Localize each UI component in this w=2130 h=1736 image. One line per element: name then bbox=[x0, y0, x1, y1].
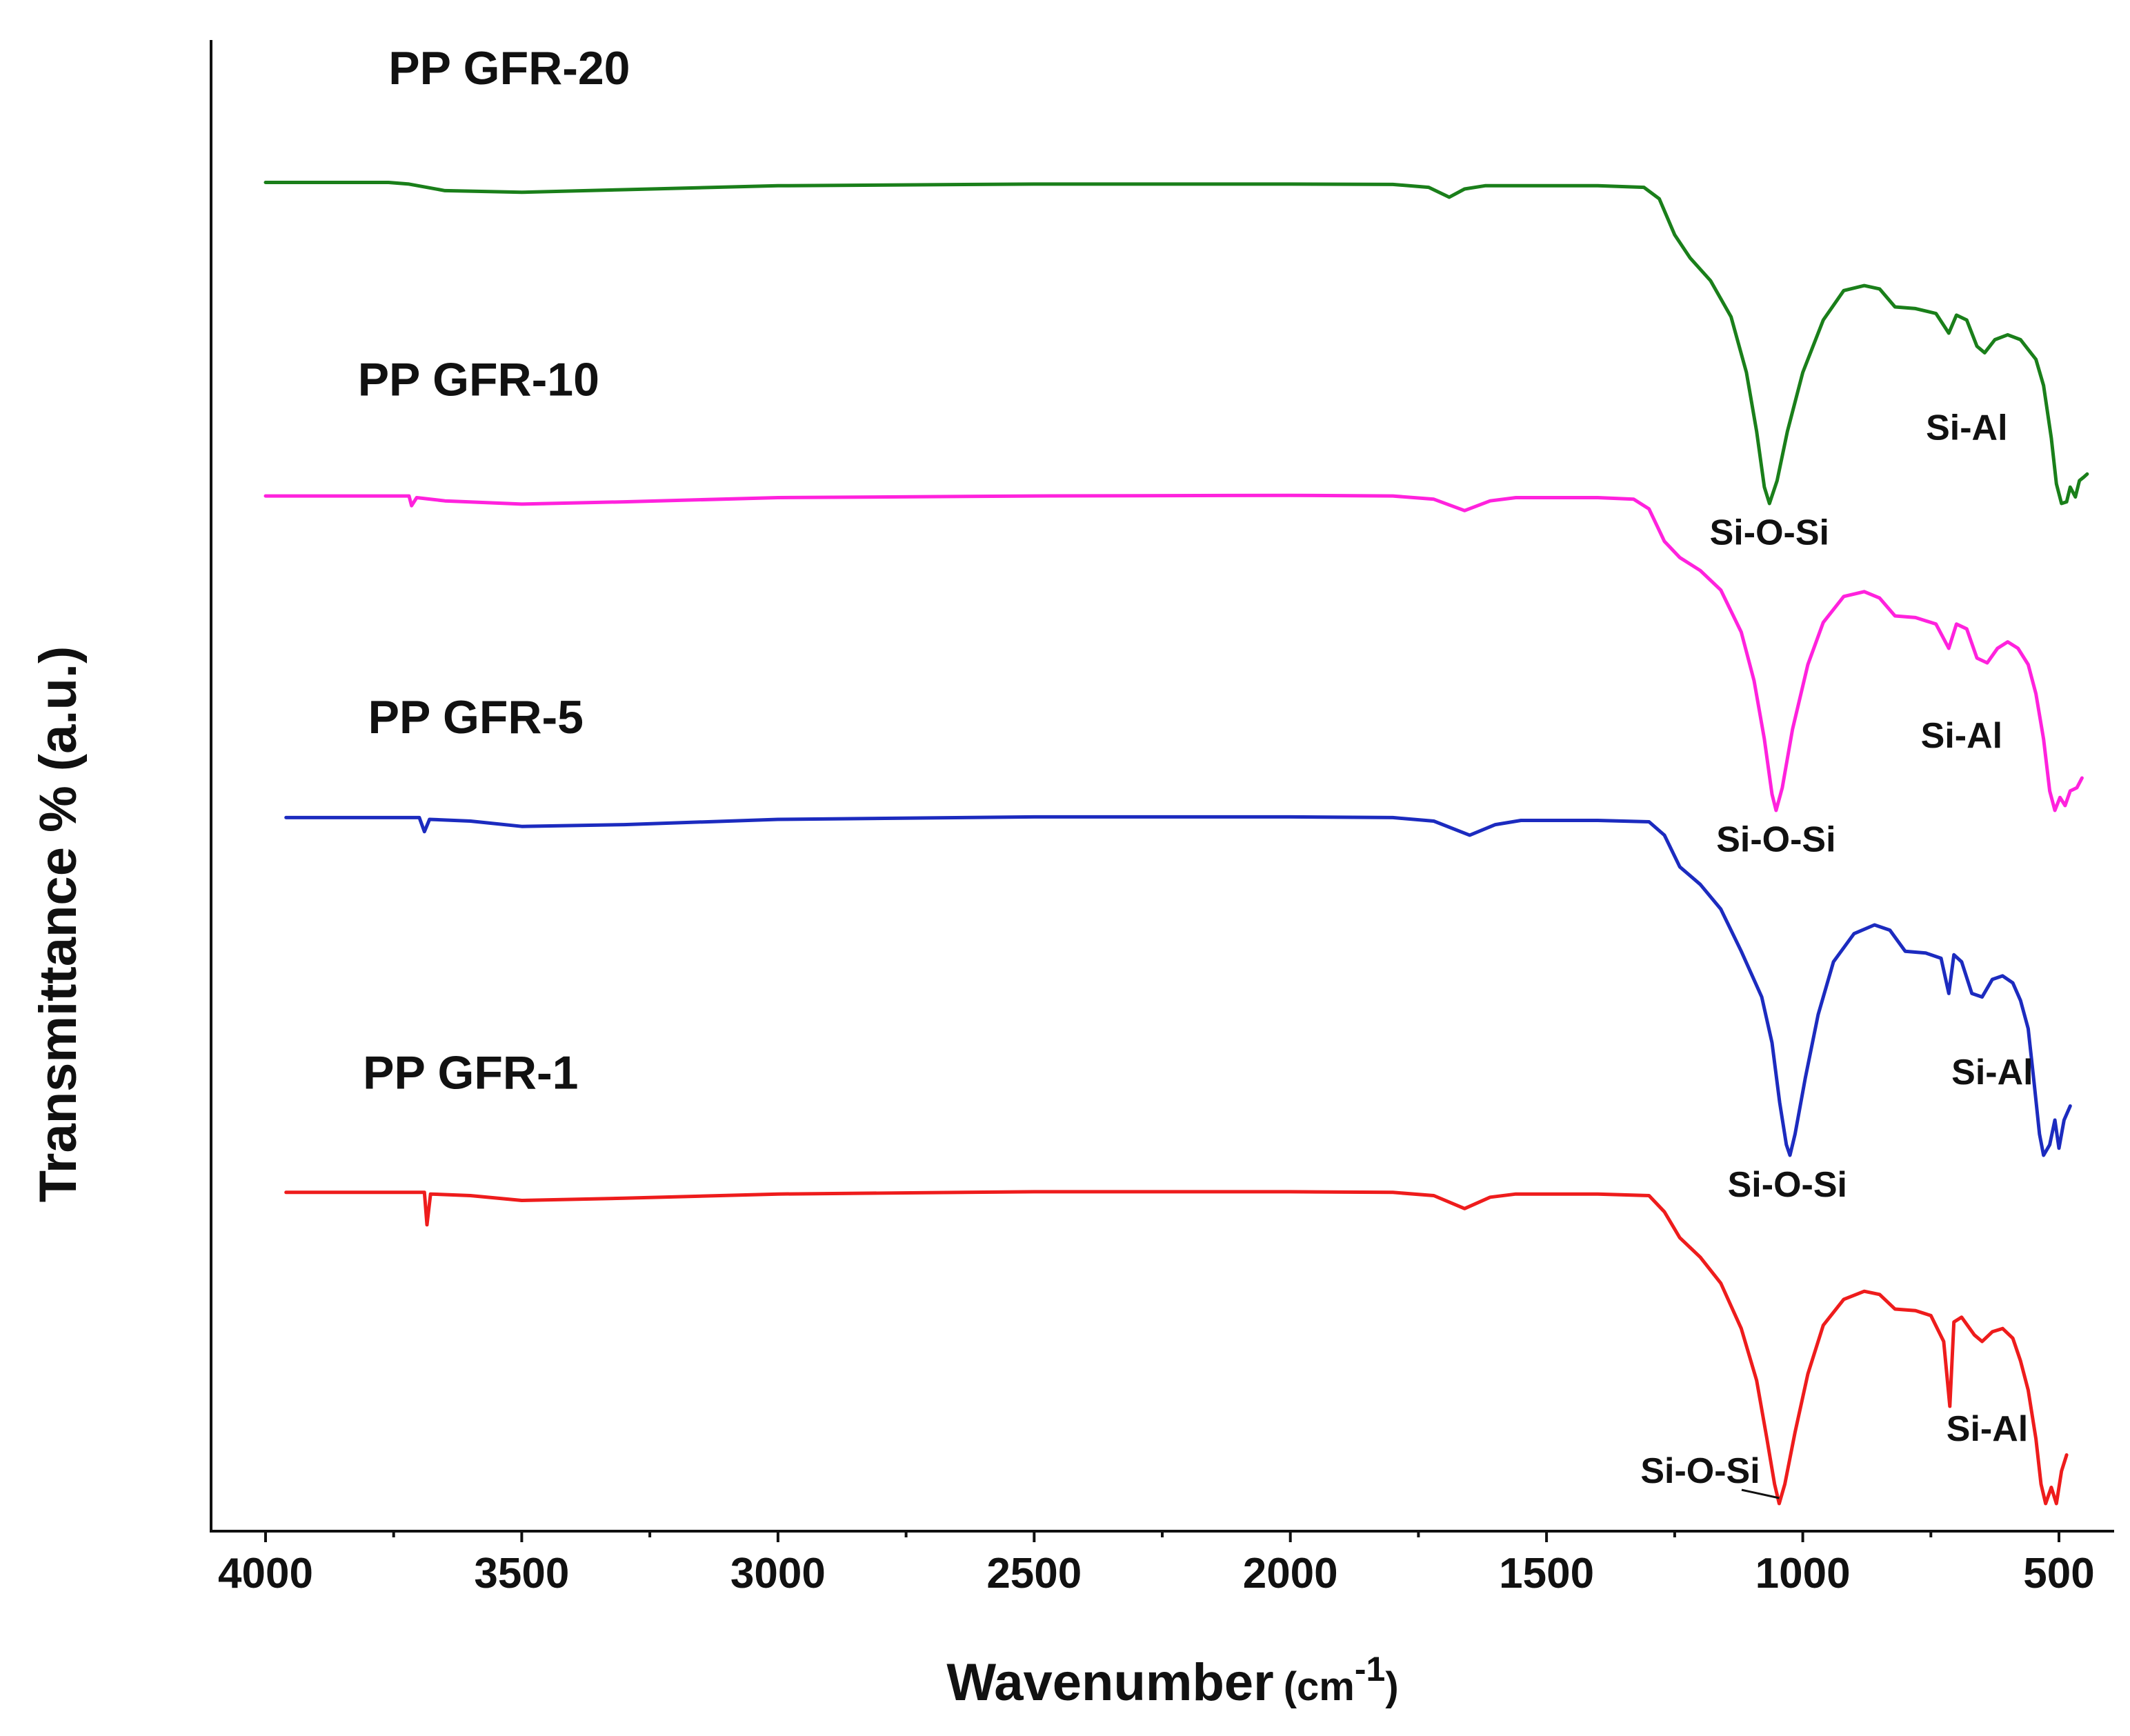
series-group bbox=[263, 181, 2089, 1506]
series-line-pp-gfr-10 bbox=[263, 493, 2084, 812]
peak-annotation-si-al-1: Si-Al bbox=[1926, 408, 2007, 448]
peak-annotation-leader-6 bbox=[1741, 1488, 1780, 1499]
x-tick-label-3000: 3000 bbox=[730, 1550, 826, 1597]
peak-annotation-si-al-5: Si-Al bbox=[1951, 1052, 2033, 1093]
peak-annotation-si-al-7: Si-Al bbox=[1947, 1409, 2028, 1449]
series-label-pp-gfr-20: PP GFR-20 bbox=[388, 42, 630, 94]
series-label-pp-gfr-5: PP GFR-5 bbox=[368, 691, 584, 744]
peak-annotation-si-o-si-0: Si-O-Si bbox=[1710, 513, 1829, 553]
x-tick-label-2500: 2500 bbox=[986, 1550, 1082, 1597]
peak-annotation-si-o-si-6: Si-O-Si bbox=[1640, 1451, 1760, 1491]
x-tick-label-2000: 2000 bbox=[1243, 1550, 1338, 1597]
series-label-group: PP GFR-20 PP GFR-10 PP GFR-5 PP GFR-1 bbox=[358, 42, 630, 1099]
x-tick-label-1500: 1500 bbox=[1499, 1550, 1594, 1597]
series-line-pp-gfr-5 bbox=[284, 815, 2072, 1157]
peak-annotation-si-o-si-4: Si-O-Si bbox=[1728, 1165, 1847, 1205]
x-tick-group: 4000 3500 3000 2500 2000 1500 1000 500 bbox=[218, 1531, 2095, 1597]
peak-annotation-si-o-si-2: Si-O-Si bbox=[1716, 819, 1835, 859]
annotation-group: Si-O-Si Si-Al Si-O-Si Si-Al Si-O-Si Si-Al Si-O… bbox=[1640, 408, 2033, 1499]
x-axis-title-unit-suffix: ) bbox=[1385, 1664, 1398, 1709]
series-line-pp-gfr-20 bbox=[263, 181, 2089, 506]
x-tick-label-3500: 3500 bbox=[474, 1550, 569, 1597]
y-axis-title: Transmittance % (a.u.) bbox=[29, 646, 88, 1203]
series-line-pp-gfr-1 bbox=[284, 1190, 2069, 1506]
series-label-pp-gfr-1: PP GFR-1 bbox=[363, 1046, 578, 1099]
x-tick-label-1000: 1000 bbox=[1755, 1550, 1851, 1597]
peak-annotation-si-al-3: Si-Al bbox=[1921, 716, 2002, 756]
x-tick-label-500: 500 bbox=[2023, 1550, 2094, 1597]
x-tick-label-4000: 4000 bbox=[218, 1550, 313, 1597]
x-axis-title-unit-prefix: (cm bbox=[1284, 1664, 1355, 1709]
x-axis-title-main: Wavenumber bbox=[946, 1653, 1273, 1712]
x-axis-title: Wavenumber (cm-1) bbox=[946, 1650, 1398, 1712]
series-label-pp-gfr-10: PP GFR-10 bbox=[358, 353, 599, 406]
x-axis-title-unit-exponent: -1 bbox=[1355, 1650, 1385, 1688]
